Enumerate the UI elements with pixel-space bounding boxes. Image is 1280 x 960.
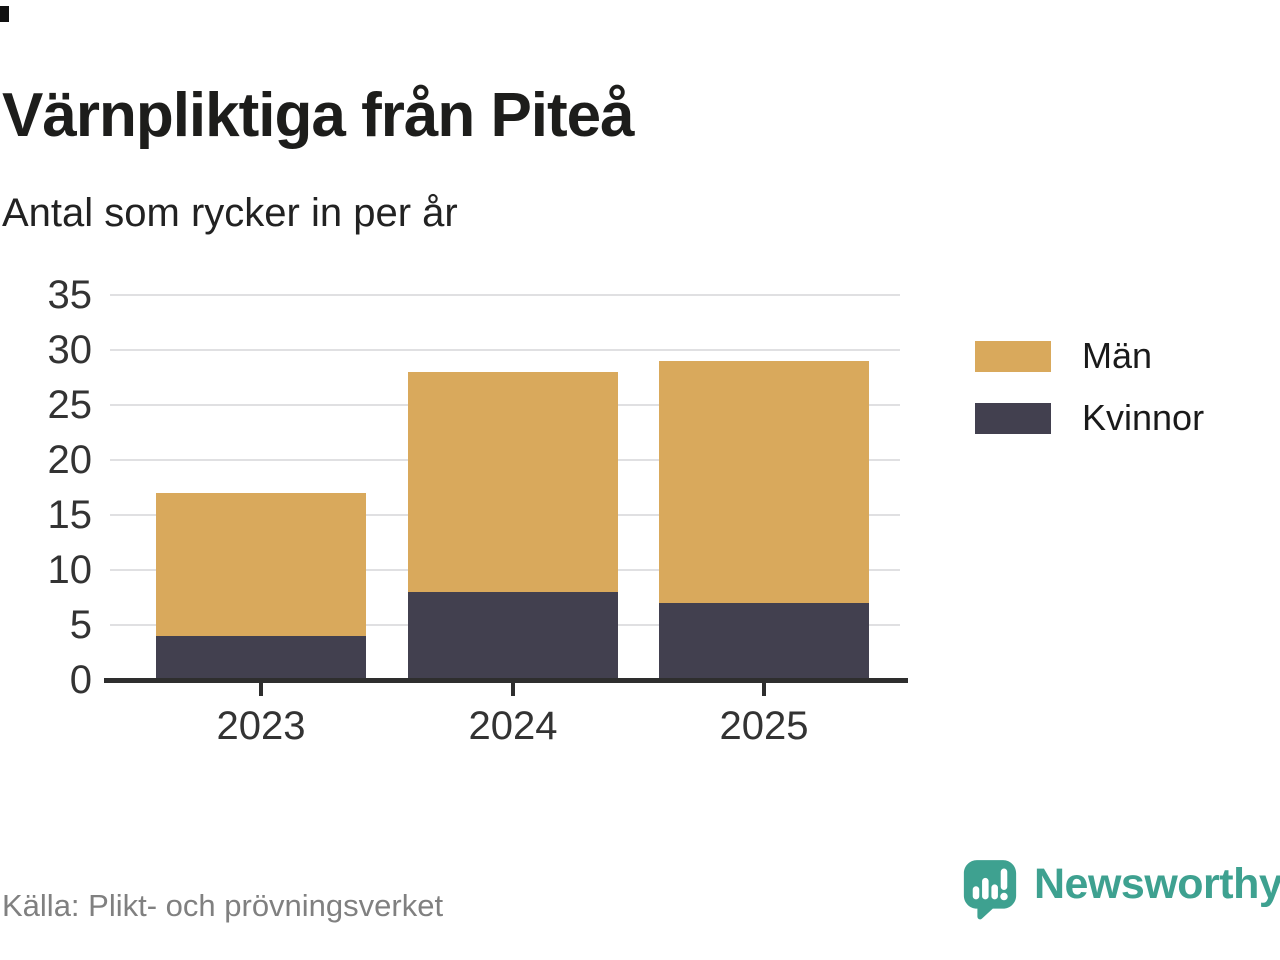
source-attribution: Källa: Plikt- och prövningsverket xyxy=(2,888,444,923)
x-axis-label-2023: 2023 xyxy=(216,704,306,748)
x-axis-tick-mark xyxy=(259,683,263,696)
legend-label: Kvinnor xyxy=(1082,397,1205,438)
chart-legend: Män Kvinnor xyxy=(975,338,1204,462)
y-axis-tick-label: 25 xyxy=(47,383,93,427)
legend-item-kvinnor: Kvinnor xyxy=(975,400,1204,436)
y-axis-tick-label: 5 xyxy=(69,603,92,647)
x-axis-tick-mark xyxy=(511,683,515,696)
legend-label: Män xyxy=(1082,335,1153,376)
legend-swatch xyxy=(975,402,1051,434)
y-axis-tick-label: 35 xyxy=(47,273,93,317)
chart-subtitle: Antal som rycker in per år xyxy=(2,191,458,235)
brand-lockup: Newsworthy xyxy=(962,858,1280,922)
newsworthy-logo-icon xyxy=(963,860,1017,920)
y-axis-tick-label: 10 xyxy=(47,548,93,592)
y-axis-tick-label: 0 xyxy=(69,658,92,702)
legend-swatch xyxy=(975,340,1051,372)
bar-2023-kvinnor xyxy=(156,636,366,680)
x-axis-label-2024: 2024 xyxy=(468,704,558,748)
y-axis-tick-label: 30 xyxy=(47,328,93,372)
x-axis-label-2025: 2025 xyxy=(719,704,809,748)
legend-item-män: Män xyxy=(975,338,1204,374)
corner-crop-mark xyxy=(0,6,9,22)
x-axis-line xyxy=(104,678,908,683)
gridline-y35 xyxy=(110,294,900,296)
bar-2025-kvinnor xyxy=(659,603,869,680)
x-axis-tick-mark xyxy=(762,683,766,696)
bar-2023-män xyxy=(156,493,366,636)
bar-2024-män xyxy=(408,372,618,592)
chart-title: Värnpliktiga från Piteå xyxy=(2,80,635,150)
y-axis-tick-label: 20 xyxy=(47,438,93,482)
bar-2024-kvinnor xyxy=(408,592,618,680)
y-axis-tick-label: 15 xyxy=(47,493,93,537)
brand-wordmark: Newsworthy xyxy=(1034,859,1280,908)
gridline-y30 xyxy=(110,349,900,351)
bar-2025-män xyxy=(659,361,869,603)
